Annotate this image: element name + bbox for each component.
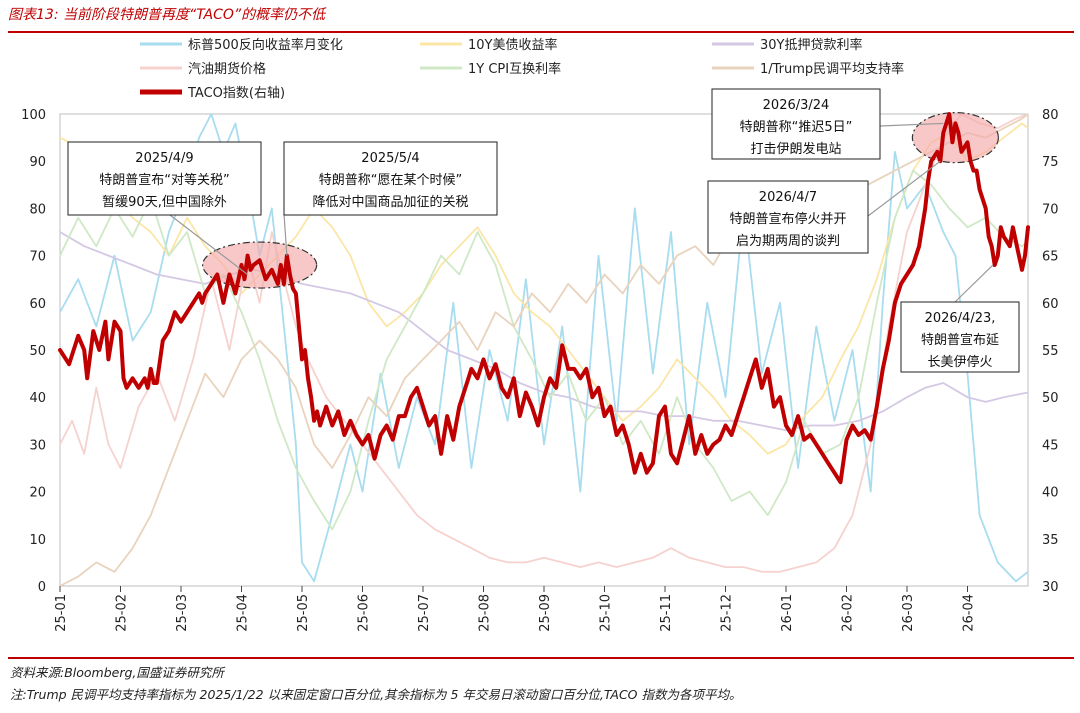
- annotation-box-0: [67, 141, 262, 216]
- y-right-tick-label: 35: [1042, 533, 1059, 548]
- legend-label-2: 30Y抵押贷款利率: [760, 37, 862, 53]
- annotation-line2-1: 降低对中国商品加征的关税: [312, 194, 468, 210]
- x-tick-label: 25-06: [357, 594, 372, 632]
- legend-label-3: 汽油期货价格: [188, 61, 266, 77]
- annotation-leader-0: [169, 214, 248, 275]
- x-tick-label: 25-12: [720, 594, 735, 632]
- highlight-ellipse-mar-2026: [911, 111, 1000, 164]
- x-tick-label: 25-11: [659, 594, 674, 632]
- title-rule: [8, 31, 1074, 33]
- x-tick-label: 26-04: [962, 594, 977, 632]
- taco-series: [58, 112, 1030, 485]
- y-left-tick-label: 60: [29, 297, 46, 312]
- annotation-leader-1: [283, 213, 288, 256]
- y-left-tick-label: 20: [29, 486, 46, 501]
- legend-label-4: 1Y CPI互换利率: [468, 61, 561, 77]
- annotation-box-1: [283, 141, 498, 216]
- x-tick-label: 25-01: [54, 594, 69, 632]
- annotation-line2-3: 启为期两周的谈判: [736, 233, 840, 249]
- legend-label-5: 1/Trump民调平均支持率: [760, 61, 904, 77]
- y-left-tick-label: 50: [29, 344, 46, 359]
- legend-label-0: 标普500反向收益率月变化: [188, 37, 343, 53]
- y-right-tick-label: 70: [1042, 202, 1059, 217]
- figure-title: 图表13: 当前阶段特朗普再度“TACO”的概率仍不低: [8, 7, 326, 23]
- annotation-box-4: [900, 301, 1020, 373]
- x-tick-label: 25-02: [115, 594, 130, 632]
- series-line-3: [59, 113, 1029, 573]
- taco-line: [58, 112, 1030, 485]
- y-left-tick-label: 40: [29, 391, 46, 406]
- y-right-tick-label: 80: [1042, 108, 1059, 123]
- annotations: 2025/4/9 特朗普宣布“对等关税” 暂缓90天,但中国除外 2025/5/4 特朗…: [67, 88, 1020, 373]
- annotation-line1-1: 特朗普称“愿在某个时候”: [319, 173, 462, 188]
- y-left-tick-label: 10: [29, 533, 46, 548]
- annotation-leader-2: [879, 122, 944, 127]
- annotation-leader-4: [954, 264, 994, 303]
- y-right-tick-label: 45: [1042, 438, 1059, 453]
- annotation-box-2: [711, 88, 881, 160]
- x-tick-label: 25-05: [296, 594, 311, 632]
- annotation-date-1: 2025/5/4: [361, 151, 419, 166]
- annotation-line2-2: 打击伊朗发电站: [750, 141, 841, 157]
- series-line-4: [59, 169, 1029, 531]
- y-left-tick-label: 30: [29, 438, 46, 453]
- x-tick-label: 25-09: [538, 594, 553, 632]
- annotation-date-0: 2025/4/9: [135, 151, 193, 166]
- annotation-line1-3: 特朗普宣布停火并开: [729, 211, 846, 227]
- source-note: 资料来源:Bloomberg,国盛证券研究所: [10, 665, 224, 680]
- y-left-tick-label: 90: [29, 155, 46, 170]
- y-left-tick-label: 70: [29, 250, 46, 265]
- legend-label-1: 10Y美债收益率: [468, 37, 557, 53]
- y-right-tick-label: 55: [1042, 344, 1059, 359]
- y-left-tick-label: 0: [38, 580, 46, 595]
- annotation-line1-4: 特朗普宣布延: [921, 332, 999, 348]
- footnote: 注:Trump 民调平均支持率指标为 2025/1/22 以来固定窗口百分位,其…: [10, 687, 742, 702]
- y-right-tick-label: 30: [1042, 580, 1059, 595]
- y-left-tick-label: 100: [21, 108, 46, 123]
- annotation-box-3: [707, 180, 869, 254]
- axes: 0 10 20 30 40 50 60 70 80 90 100 30 35 40 45 50 55 60 65 70…: [21, 108, 1058, 632]
- y-right-tick-label: 40: [1042, 486, 1059, 501]
- x-tick-label: 26-02: [841, 594, 856, 632]
- y-right-tick-label: 65: [1042, 250, 1059, 265]
- x-tick-label: 25-04: [236, 594, 251, 632]
- annotation-line1-0: 特朗普宣布“对等关税”: [99, 172, 229, 188]
- annotation-leader-3: [867, 160, 941, 217]
- y-right-tick-label: 75: [1042, 155, 1059, 170]
- footer-rule: [8, 657, 1074, 659]
- y-left-tick-label: 80: [29, 202, 46, 217]
- x-tick-label: 25-03: [175, 594, 190, 632]
- annotation-line2-0: 暂缓90天,但中国除外: [102, 195, 227, 210]
- annotation-date-3: 2026/4/7: [759, 190, 817, 205]
- y-right-tick-label: 50: [1042, 391, 1059, 406]
- x-tick-label: 26-03: [901, 594, 916, 632]
- x-tick-label: 26-01: [780, 594, 795, 632]
- annotation-date-4: 2026/4/23,: [925, 311, 996, 326]
- annotation-line2-4: 长美伊停火: [927, 354, 992, 370]
- y-right-tick-label: 60: [1042, 297, 1059, 312]
- annotation-date-2: 2026/3/24: [763, 98, 830, 113]
- legend-label-6: TACO指数(右轴): [187, 86, 285, 101]
- annotation-line1-2: 特朗普称“推迟5日”: [740, 120, 853, 135]
- x-tick-label: 25-07: [417, 594, 432, 632]
- series-line-5: [59, 113, 1029, 587]
- x-tick-label: 25-10: [599, 594, 614, 632]
- x-tick-label: 25-08: [478, 594, 493, 632]
